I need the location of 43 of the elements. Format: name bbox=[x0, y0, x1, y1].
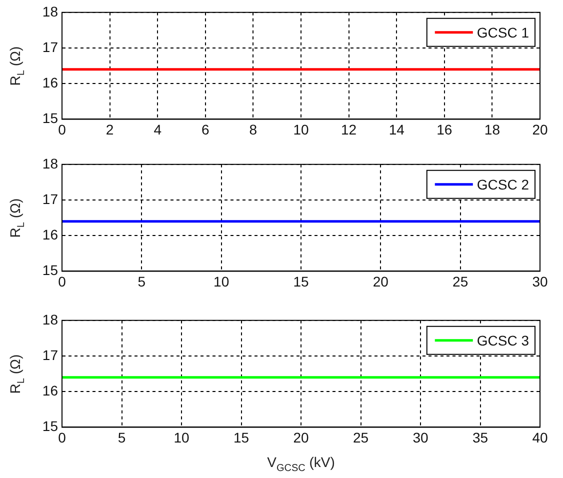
x-tick-label: 30 bbox=[412, 429, 428, 446]
legend-label: GCSC 3 bbox=[476, 332, 530, 348]
x-tick-label: 20 bbox=[532, 121, 548, 138]
x-tick-label: 25 bbox=[452, 273, 468, 290]
x-tick-label: 8 bbox=[249, 121, 258, 138]
y-tick-label: 15 bbox=[42, 262, 58, 278]
x-tick-label: 40 bbox=[532, 429, 548, 446]
legend-label: GCSC 2 bbox=[476, 176, 530, 192]
x-tick-label: 10 bbox=[293, 121, 309, 138]
x-axis-title: V$_{GCSC}$ (kV) bbox=[267, 454, 335, 474]
x-tick-label: 30 bbox=[532, 273, 548, 290]
x-tick-label: 20 bbox=[372, 273, 389, 290]
x-tick-label: 35 bbox=[472, 429, 488, 446]
x-tick-label: 10 bbox=[214, 273, 230, 290]
x-tick-label: 5 bbox=[138, 273, 146, 290]
x-tick-label: 0 bbox=[58, 121, 66, 138]
y-tick-label: 15 bbox=[42, 418, 58, 434]
x-tick-label: 0 bbox=[58, 273, 66, 290]
x-tick-label: 15 bbox=[233, 429, 250, 446]
y-tick-label: 18 bbox=[42, 155, 58, 172]
y-tick-label: 18 bbox=[42, 311, 58, 328]
y-tick-label: 17 bbox=[42, 38, 58, 55]
y-tick-label: 17 bbox=[42, 346, 58, 363]
x-tick-label: 5 bbox=[118, 429, 126, 446]
x-tick-label: 2 bbox=[106, 121, 114, 138]
x-tick-label: 15 bbox=[293, 273, 309, 290]
x-tick-label: 16 bbox=[436, 121, 452, 138]
x-tick-label: 10 bbox=[174, 429, 190, 446]
y-tick-label: 16 bbox=[42, 74, 58, 90]
x-tick-label: 18 bbox=[484, 121, 500, 138]
y-tick-label: 17 bbox=[42, 190, 58, 207]
x-tick-label: 25 bbox=[352, 429, 369, 446]
legend-label: GCSC 1 bbox=[476, 24, 530, 40]
x-tick-label: 4 bbox=[154, 121, 162, 138]
y-tick-label: 16 bbox=[42, 382, 58, 398]
y-tick-label: 16 bbox=[42, 226, 58, 242]
y-tick-label: 15 bbox=[42, 110, 58, 126]
x-tick-label: 0 bbox=[58, 429, 66, 446]
x-tick-label: 12 bbox=[341, 121, 357, 138]
y-tick-label: 18 bbox=[42, 3, 58, 20]
x-tick-label: 20 bbox=[293, 429, 309, 446]
x-tick-label: 14 bbox=[388, 121, 405, 138]
x-tick-label: 6 bbox=[202, 121, 210, 138]
